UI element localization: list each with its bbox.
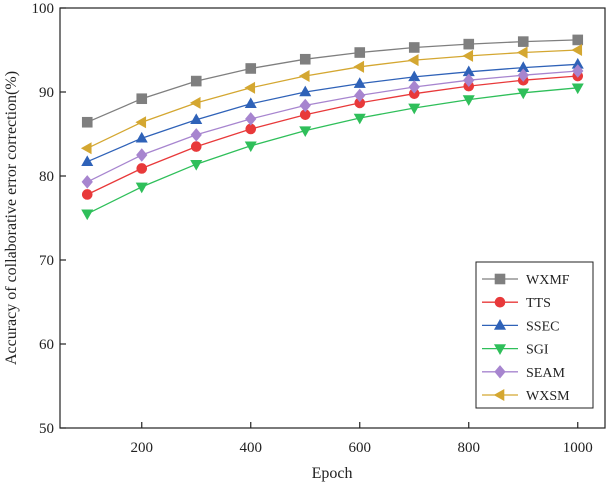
data-point-seam — [81, 175, 93, 189]
data-point-wxsm — [462, 49, 474, 62]
data-point-wxsm — [407, 54, 419, 67]
data-point-wxmf — [517, 36, 529, 47]
data-point-wxsm — [298, 70, 310, 83]
series-wxsm — [80, 43, 583, 155]
data-point-wxmf — [354, 47, 366, 58]
data-point-seam — [354, 88, 366, 103]
legend-item-ssec: SSEC — [482, 319, 559, 334]
data-point-wxmf — [572, 34, 584, 46]
data-point-seam — [408, 80, 420, 94]
legend-label: TTS — [526, 296, 551, 311]
data-point-wxmf — [463, 38, 475, 50]
y-tick-label: 100 — [32, 1, 55, 17]
data-point-wxmf — [408, 42, 420, 53]
data-point-seam — [136, 148, 148, 162]
legend-item-wxsm: WXSM — [482, 388, 570, 404]
legend-label: SSEC — [526, 319, 559, 334]
y-axis: 50 60 70 80 90 100 — [32, 1, 66, 437]
data-point-sgi — [353, 113, 366, 125]
data-point-ssec — [299, 85, 312, 97]
data-point-wxsm — [516, 46, 528, 59]
data-point-wxmf — [245, 63, 257, 74]
legend-marker — [493, 344, 507, 355]
x-tick-label: 200 — [131, 440, 154, 456]
data-point-ssec — [135, 131, 148, 143]
data-point-wxsm — [135, 116, 147, 129]
legend-marker — [494, 365, 506, 379]
legend-label: SGI — [526, 343, 549, 358]
legend-marker — [493, 319, 507, 330]
x-axis: 200 400 600 800 1000 — [131, 422, 593, 456]
series-layer — [80, 34, 584, 221]
series-ssec — [81, 57, 584, 167]
series-wxmf — [81, 34, 584, 128]
y-tick-label: 70 — [39, 253, 54, 269]
y-axis-label: Accuracy of collaborative error correcti… — [3, 71, 20, 365]
data-point-tts — [190, 141, 202, 152]
data-point-sgi — [135, 182, 148, 194]
legend: WXMF TTS SSEC SGI SEAM WXSM — [475, 261, 594, 409]
y-tick-label: 50 — [39, 421, 54, 437]
data-point-wxsm — [80, 142, 92, 155]
series-sgi — [81, 83, 584, 221]
series-line-tts — [87, 75, 578, 196]
data-point-sgi — [190, 159, 203, 171]
legend-box — [475, 261, 594, 409]
legend-item-seam: SEAM — [482, 365, 565, 381]
data-point-sgi — [299, 126, 312, 138]
legend-item-tts: TTS — [482, 296, 551, 311]
data-point-wxsm — [189, 96, 201, 109]
data-point-seam — [572, 64, 584, 78]
data-point-wxsm — [244, 81, 256, 94]
y-tick-label: 60 — [39, 337, 54, 353]
x-tick-label: 1000 — [563, 440, 593, 456]
y-tick-label: 80 — [39, 169, 54, 185]
data-point-sgi — [462, 95, 475, 106]
x-axis-label: Epoch — [312, 465, 353, 482]
series-line-wxsm — [87, 49, 578, 149]
legend-label: SEAM — [526, 366, 565, 381]
data-point-tts — [81, 189, 93, 200]
data-point-sgi — [244, 141, 257, 153]
data-point-seam — [299, 98, 311, 113]
legend-marker — [493, 388, 505, 402]
x-tick-label: 400 — [240, 440, 263, 456]
legend-item-sgi: SGI — [482, 343, 549, 358]
legend-label: WXMF — [526, 273, 570, 288]
series-line-wxmf — [87, 39, 578, 123]
legend-label: WXSM — [526, 389, 570, 404]
data-point-seam — [463, 73, 475, 87]
data-point-sgi — [571, 83, 584, 95]
data-point-ssec — [353, 77, 366, 88]
data-point-wxsm — [353, 60, 365, 73]
series-line-sgi — [87, 87, 578, 215]
data-point-seam — [190, 128, 202, 142]
data-point-ssec — [81, 155, 94, 167]
y-tick-label: 90 — [39, 85, 54, 101]
data-point-wxmf — [81, 116, 93, 128]
data-point-ssec — [244, 97, 257, 109]
x-tick-label: 800 — [458, 440, 481, 456]
data-point-ssec — [190, 113, 203, 125]
data-point-wxmf — [299, 53, 311, 65]
data-point-wxsm — [571, 43, 583, 57]
data-point-seam — [245, 112, 257, 126]
series-seam — [81, 64, 584, 189]
data-point-seam — [517, 68, 529, 82]
data-point-wxmf — [190, 75, 202, 87]
data-point-sgi — [517, 88, 530, 100]
data-point-tts — [136, 163, 148, 174]
legend-marker — [494, 273, 506, 285]
data-point-sgi — [81, 209, 94, 221]
legend-marker — [494, 296, 506, 308]
series-line-seam — [87, 70, 578, 183]
data-point-wxmf — [136, 93, 148, 105]
x-tick-label: 600 — [349, 440, 372, 456]
data-point-sgi — [408, 103, 421, 115]
legend-item-wxmf: WXMF — [482, 273, 570, 288]
series-line-ssec — [87, 63, 578, 163]
